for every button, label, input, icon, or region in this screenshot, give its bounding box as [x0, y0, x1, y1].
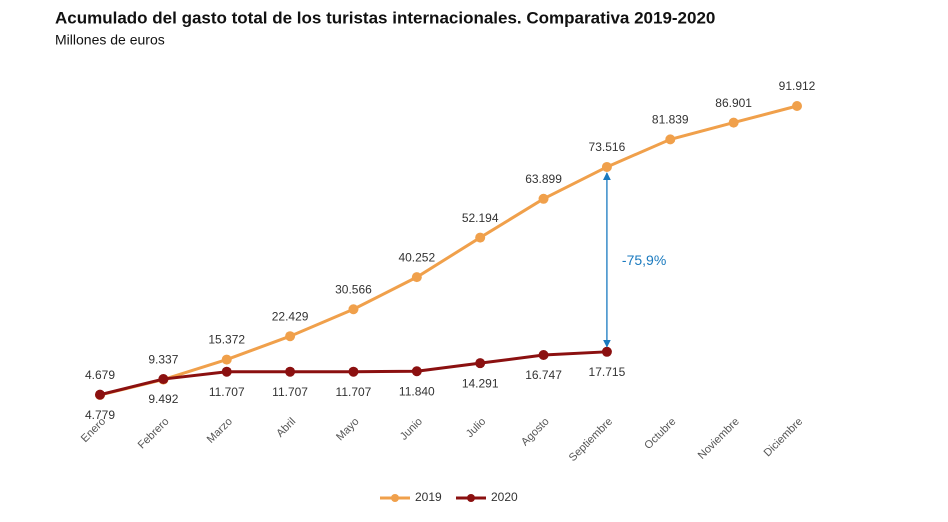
x-tick-label: Agosto: [519, 416, 552, 449]
data-point: [601, 346, 612, 357]
data-label: 11.707: [336, 385, 372, 399]
data-point: [348, 304, 359, 315]
x-tick-label: Julio: [464, 416, 488, 440]
series-line: [99, 104, 798, 397]
data-label: 91.912: [779, 79, 816, 93]
data-label: 9.337: [148, 353, 178, 367]
data-label: 40.252: [398, 250, 435, 264]
data-point: [285, 366, 296, 377]
data-point: [348, 366, 359, 377]
legend-marker: [467, 494, 475, 502]
data-label: 52.194: [462, 211, 499, 225]
data-label: 4.679: [85, 368, 115, 382]
data-point: [158, 374, 169, 385]
x-tick-label: Junio: [398, 416, 425, 443]
legend-label: 2020: [491, 490, 518, 504]
x-tick-label: Marzo: [205, 416, 235, 446]
data-point: [792, 101, 802, 111]
data-point: [221, 366, 232, 377]
data-label: 14.291: [462, 376, 499, 390]
data-label: 86.901: [715, 96, 752, 110]
data-label: 11.707: [272, 385, 308, 399]
data-label: 11.840: [399, 384, 435, 398]
data-label: 9.492: [148, 392, 178, 406]
data-point: [538, 193, 549, 204]
data-point: [475, 358, 486, 369]
data-label: 63.899: [525, 172, 562, 186]
data-point: [601, 161, 612, 172]
data-point: [665, 134, 676, 145]
x-tick-label: Octubre: [642, 416, 678, 452]
data-point: [728, 117, 739, 128]
chart-subtitle: Millones de euros: [55, 32, 165, 48]
legend-label: 2019: [415, 490, 442, 504]
data-label: 30.566: [335, 282, 372, 296]
x-tick-label: Febrero: [136, 416, 172, 452]
data-label: 17.715: [589, 365, 626, 379]
data-label: 16.747: [525, 368, 562, 382]
x-tick-label: Abril: [274, 416, 298, 440]
x-tick-label: Mayo: [334, 416, 362, 444]
data-point: [411, 366, 422, 377]
legend-marker: [391, 494, 399, 502]
data-label: 15.372: [208, 333, 245, 347]
data-point: [411, 272, 422, 283]
data-label: 11.707: [209, 385, 245, 399]
data-point: [95, 389, 105, 400]
data-label: 4.779: [85, 408, 115, 422]
x-tick-label: Septiembre: [567, 416, 615, 464]
x-tick-label: Diciembre: [762, 416, 805, 459]
chart-title: Acumulado del gasto total de los turista…: [55, 8, 715, 27]
data-label: 73.516: [589, 140, 626, 154]
data-point: [538, 350, 549, 361]
data-point: [475, 232, 486, 243]
data-point: [221, 354, 232, 365]
data-label: 22.429: [272, 309, 309, 323]
data-label: 81.839: [652, 113, 689, 127]
annotation: -75,9%: [622, 252, 666, 268]
data-point: [285, 331, 296, 342]
x-tick-label: Noviembre: [696, 416, 742, 462]
